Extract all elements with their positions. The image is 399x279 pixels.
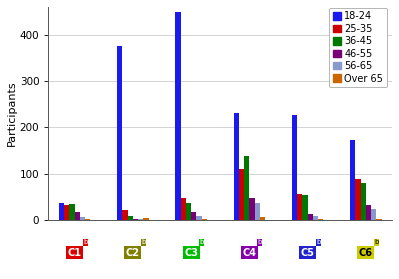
Bar bbox=[186, 203, 191, 220]
Bar bbox=[75, 212, 80, 220]
Bar bbox=[297, 194, 302, 220]
Bar bbox=[361, 183, 366, 220]
Bar bbox=[196, 216, 201, 220]
Bar bbox=[191, 212, 196, 220]
Bar bbox=[64, 205, 69, 220]
Bar bbox=[239, 169, 244, 220]
Bar bbox=[244, 156, 249, 220]
Text: C1: C1 bbox=[67, 248, 81, 258]
Text: C6: C6 bbox=[359, 248, 373, 258]
Bar bbox=[143, 218, 148, 220]
Text: b: b bbox=[374, 239, 379, 245]
Bar bbox=[366, 205, 371, 220]
Text: b: b bbox=[258, 239, 262, 245]
Bar bbox=[176, 12, 181, 220]
Bar bbox=[85, 219, 90, 220]
Text: C4: C4 bbox=[242, 248, 256, 258]
Text: C2: C2 bbox=[126, 248, 140, 258]
Bar bbox=[350, 140, 356, 220]
Text: b: b bbox=[141, 239, 146, 245]
Text: b: b bbox=[200, 239, 204, 245]
Text: C5: C5 bbox=[300, 248, 314, 258]
Bar bbox=[318, 219, 323, 220]
Bar bbox=[138, 219, 143, 220]
Bar bbox=[133, 219, 138, 220]
Bar bbox=[371, 209, 376, 220]
Bar bbox=[117, 46, 122, 220]
Text: b: b bbox=[83, 239, 87, 245]
Bar bbox=[249, 198, 255, 220]
Bar bbox=[181, 198, 186, 220]
Text: C3: C3 bbox=[184, 248, 198, 258]
Bar bbox=[122, 210, 128, 220]
Bar bbox=[59, 203, 64, 220]
Bar bbox=[356, 179, 361, 220]
Bar bbox=[292, 115, 297, 220]
Bar bbox=[376, 219, 381, 220]
Bar bbox=[302, 195, 308, 220]
Bar bbox=[201, 219, 207, 220]
Bar bbox=[128, 217, 133, 220]
Bar bbox=[255, 203, 260, 220]
Text: b: b bbox=[316, 239, 320, 245]
Bar bbox=[260, 217, 265, 220]
Bar bbox=[80, 217, 85, 220]
Bar bbox=[69, 204, 75, 220]
Bar bbox=[313, 216, 318, 220]
Bar bbox=[233, 113, 239, 220]
Bar bbox=[308, 214, 313, 220]
Legend: 18-24, 25-35, 36-45, 46-55, 56-65, Over 65: 18-24, 25-35, 36-45, 46-55, 56-65, Over … bbox=[329, 8, 387, 88]
Y-axis label: Participants: Participants bbox=[7, 81, 17, 146]
